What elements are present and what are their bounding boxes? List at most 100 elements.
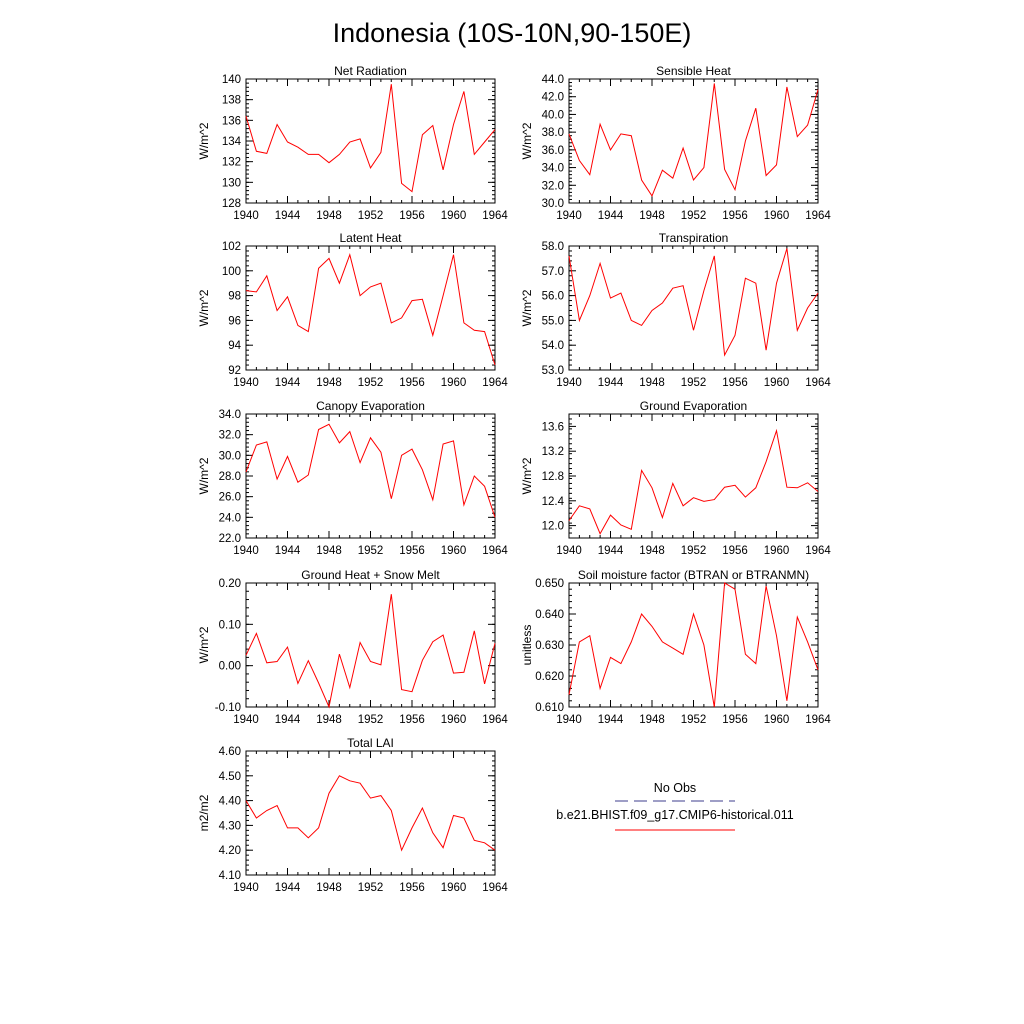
y-tick-label: 40.0 [542,109,564,121]
y-tick-label: 55.0 [542,315,564,327]
x-tick-label: 1952 [358,377,384,389]
x-tick-label: 1956 [399,714,425,726]
x-tick-label: 1952 [681,210,707,222]
y-tick-label: 57.0 [542,266,564,278]
y-axis-label: W/m^2 [520,289,534,326]
y-tick-label: 22.0 [219,533,241,545]
y-tick-label: 4.10 [219,870,241,882]
series-line [568,582,819,708]
y-tick-label: 98 [228,291,241,303]
y-tick-label: 94 [228,340,241,352]
x-tick-label: 1940 [233,545,259,557]
plot-frame [245,750,496,876]
figure-title: Indonesia (10S-10N,90-150E) [333,18,692,48]
legend: No Obs b.e21.BHIST.f09_g17.CMIP6-histori… [556,781,794,831]
y-tick-label: 136 [222,115,241,127]
y-tick-label: 4.60 [219,746,241,758]
y-axis-label: W/m^2 [197,122,211,159]
x-tick-label: 1940 [233,714,259,726]
x-tick-label: 1960 [441,714,467,726]
y-axis-label: unitless [520,625,534,666]
y-tick-label: 96 [228,315,241,327]
x-tick-label: 1948 [316,210,342,222]
panel-title: Net Radiation [334,64,407,78]
x-tick-label: 1964 [805,714,831,726]
x-tick-label: 1944 [275,210,301,222]
x-tick-label: 1956 [722,377,748,389]
x-tick-label: 1944 [598,714,624,726]
y-tick-label: 100 [222,266,241,278]
x-tick-label: 1952 [358,210,384,222]
x-tick-label: 1956 [399,882,425,894]
y-tick-label: 30.0 [219,450,241,462]
x-tick-label: 1952 [681,377,707,389]
series-line [245,423,496,518]
y-tick-label: 132 [222,157,241,169]
plot-frame [568,413,819,539]
series-line [568,248,819,357]
chart-panel-8: Total LAI m2/m2 1940 1944 1948 1952 1956 1960 19… [197,736,508,894]
chart-panel-6: Ground Heat + Snow Melt W/m^2 1940 1944 1948… [197,568,508,726]
x-tick-label: 1940 [556,714,582,726]
panel-title: Transpiration [659,231,729,245]
plot-frame [245,245,496,371]
x-tick-label: 1956 [722,210,748,222]
x-tick-label: 1948 [316,882,342,894]
x-tick-label: 1940 [233,210,259,222]
x-tick-label: 1944 [275,882,301,894]
x-tick-label: 1948 [316,377,342,389]
x-tick-label: 1944 [598,377,624,389]
chart-panel-1: Sensible Heat W/m^2 1940 1944 1948 1952 1956 19… [520,64,831,222]
chart-panel-4: Canopy Evaporation W/m^2 1940 1944 1948 1952 1… [197,399,508,557]
y-axis-label: m2/m2 [197,794,211,831]
y-tick-label: 92 [228,365,241,377]
y-tick-label: 0.00 [219,661,241,673]
x-tick-label: 1952 [681,545,707,557]
y-tick-label: 4.20 [219,845,241,857]
y-tick-label: 128 [222,198,241,210]
y-tick-label: 34.0 [542,163,564,175]
y-tick-label: 0.650 [535,578,564,590]
y-tick-label: 30.0 [542,198,564,210]
series-line [245,594,496,709]
x-tick-label: 1964 [482,545,508,557]
y-tick-label: 32.0 [219,430,241,442]
y-tick-label: 58.0 [542,241,564,253]
x-tick-label: 1956 [399,545,425,557]
x-tick-label: 1964 [805,545,831,557]
y-tick-label: 0.610 [535,702,564,714]
y-tick-label: 0.20 [219,578,241,590]
y-tick-label: 4.50 [219,771,241,783]
series-line [245,775,496,852]
y-tick-label: 28.0 [219,471,241,483]
y-tick-label: 34.0 [219,409,241,421]
y-tick-label: 0.630 [535,640,564,652]
y-tick-label: 4.40 [219,796,241,808]
x-tick-label: 1960 [764,210,790,222]
x-tick-label: 1948 [639,210,665,222]
y-tick-label: 0.640 [535,609,564,621]
x-tick-label: 1944 [275,377,301,389]
legend-model-label: b.e21.BHIST.f09_g17.CMIP6-historical.011 [556,808,793,822]
plot-frame [568,78,819,204]
x-tick-label: 1960 [764,377,790,389]
y-tick-label: 32.0 [542,180,564,192]
x-tick-label: 1956 [722,545,748,557]
panel-grid: Net Radiation W/m^2 1940 1944 1948 1952 1956 19… [197,64,831,894]
y-tick-label: 13.2 [542,446,564,458]
x-tick-label: 1944 [275,714,301,726]
y-tick-label: 12.8 [542,471,564,483]
x-tick-label: 1952 [681,714,707,726]
plot-frame [568,245,819,371]
x-tick-label: 1940 [233,377,259,389]
x-tick-label: 1940 [556,545,582,557]
x-tick-label: 1944 [598,545,624,557]
x-tick-label: 1956 [722,714,748,726]
legend-obs-label: No Obs [654,781,696,795]
x-tick-label: 1964 [482,377,508,389]
y-axis-label: W/m^2 [520,457,534,494]
series-line [245,84,496,193]
y-tick-label: 24.0 [219,512,241,524]
x-tick-label: 1964 [482,882,508,894]
chart-panel-5: Ground Evaporation W/m^2 1940 1944 1948 1952 1… [520,399,831,557]
